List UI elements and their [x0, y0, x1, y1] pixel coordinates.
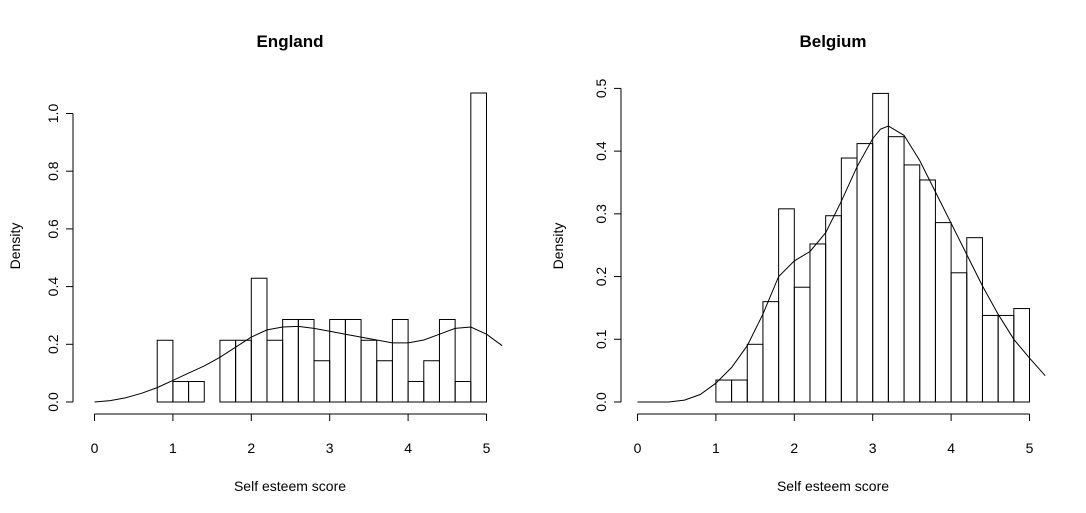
y-tick-label: 0.4: [45, 277, 61, 297]
x-axis: 0 1 2 3 4 5: [91, 413, 491, 456]
histogram-bar: [872, 92, 889, 403]
histogram-bar: [438, 318, 456, 403]
x-tick-label: 3: [326, 440, 334, 456]
chart-title: Belgium: [799, 32, 866, 51]
histogram-bar: [423, 360, 440, 403]
x-tick-label: 2: [247, 440, 255, 456]
y-tick-label: 0.6: [45, 219, 61, 239]
histogram-bar: [715, 379, 733, 403]
y-tick-label: 1.0: [45, 104, 61, 124]
y-tick-label: 0.2: [593, 267, 609, 287]
y-tick-label: 0.1: [593, 329, 609, 349]
histogram-bar: [731, 379, 748, 403]
x-axis-label: Self esteem score: [777, 478, 889, 494]
histogram-bar: [840, 157, 858, 403]
histogram-bar: [188, 381, 205, 403]
y-axis: 0.0 0.1 0.2 0.3 0.4 0.5: [593, 78, 622, 412]
x-tick-label: 0: [91, 440, 99, 456]
y-tick-label: 0.0: [593, 392, 609, 412]
histogram-bar: [825, 215, 842, 403]
bars-group: [715, 92, 1031, 403]
x-tick-label: 2: [790, 440, 798, 456]
x-tick-label: 4: [947, 440, 955, 456]
histogram-bar: [919, 179, 936, 403]
density-curve: [637, 125, 1046, 403]
y-tick-label: 0.4: [593, 141, 609, 161]
x-tick-label: 5: [483, 440, 491, 456]
histogram-bar: [934, 222, 952, 403]
histogram-bar: [313, 360, 331, 403]
histogram-bar: [1013, 308, 1031, 403]
histogram-bar: [746, 343, 764, 403]
histogram-bar: [887, 136, 905, 403]
histogram-bar: [762, 301, 780, 403]
chart-panel-england: England Self esteem score Density 0 1 2 3 4 5…: [7, 32, 503, 494]
histogram-bar: [997, 314, 1015, 403]
histogram-bar: [297, 318, 315, 403]
y-tick-label: 0.2: [45, 334, 61, 354]
histogram-bar: [391, 318, 409, 403]
x-axis: 0 1 2 3 4 5: [634, 413, 1034, 456]
histogram-bar: [809, 243, 827, 403]
histogram-bar: [156, 339, 174, 403]
histogram-bar: [454, 381, 472, 403]
density-curve-group: [94, 325, 503, 403]
histogram-bar: [950, 272, 968, 403]
histogram-bar: [250, 277, 268, 403]
histogram-bar: [282, 318, 299, 403]
y-axis-label: Density: [550, 223, 566, 270]
y-axis-label: Density: [7, 223, 23, 270]
density-curve: [94, 325, 503, 403]
x-tick-label: 0: [634, 440, 642, 456]
chart-panel-belgium: Belgium Self esteem score Density 0 1 2 3 4 5…: [550, 32, 1046, 494]
chart-title: England: [256, 32, 323, 51]
histogram-bar: [903, 164, 921, 403]
x-axis-label: Self esteem score: [234, 478, 346, 494]
y-axis: 0.0 0.2 0.4 0.6 0.8 1.0: [45, 104, 74, 412]
y-tick-label: 0.8: [45, 161, 61, 181]
x-tick-label: 1: [712, 440, 720, 456]
histogram-bar: [235, 339, 252, 403]
x-tick-label: 3: [869, 440, 877, 456]
y-tick-label: 0.3: [593, 204, 609, 224]
histogram-bar: [981, 314, 999, 403]
histogram-bar: [793, 286, 811, 403]
histogram-bar: [266, 339, 284, 403]
histogram-bar: [966, 237, 983, 403]
histogram-bar: [778, 208, 795, 403]
histogram-bar: [219, 339, 237, 403]
histogram-bar: [344, 318, 362, 403]
histogram-bar: [856, 143, 874, 403]
histogram-bar: [470, 92, 488, 403]
x-tick-label: 4: [404, 440, 412, 456]
x-tick-label: 5: [1026, 440, 1034, 456]
density-curve-group: [637, 125, 1046, 403]
histogram-bar: [407, 381, 425, 403]
y-tick-label: 0.5: [593, 78, 609, 98]
bars-group: [156, 92, 488, 403]
histogram-bar: [172, 381, 190, 403]
histogram-bar: [376, 360, 393, 403]
y-tick-label: 0.0: [45, 392, 61, 412]
histogram-bar: [360, 339, 378, 403]
x-tick-label: 1: [169, 440, 177, 456]
